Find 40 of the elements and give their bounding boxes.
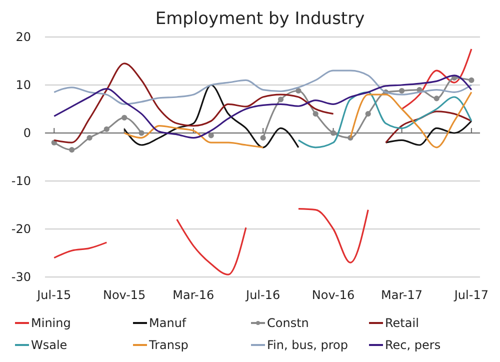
x-tick-label: Nov-15 xyxy=(103,288,146,302)
point xyxy=(330,130,336,136)
x-tick-label: Mar-16 xyxy=(172,288,214,302)
line-series xyxy=(53,74,472,139)
x-tick-label: Mar-17 xyxy=(381,288,423,302)
point xyxy=(86,135,92,141)
point xyxy=(260,135,266,141)
point xyxy=(104,126,110,132)
point xyxy=(69,147,75,153)
x-tick-label: Jul-16 xyxy=(245,288,280,302)
chart-title: Employment by Industry xyxy=(155,9,365,29)
y-tick-label: 0 xyxy=(23,126,31,140)
point xyxy=(208,132,214,138)
point xyxy=(398,88,405,94)
point xyxy=(138,130,144,136)
line-series xyxy=(298,91,472,148)
x-tick-label: Jul-15 xyxy=(36,288,72,302)
y-tick-label: 20 xyxy=(16,30,31,44)
y-tick-label: -20 xyxy=(11,222,31,236)
legend-label: Constn xyxy=(267,316,309,330)
point xyxy=(365,111,371,117)
point xyxy=(278,96,284,102)
y-tick-label: 10 xyxy=(16,78,31,92)
legend-label: Transp xyxy=(148,338,188,352)
legend-label: Retail xyxy=(385,316,419,330)
x-tick-label: Jul-17 xyxy=(453,288,488,302)
legend-label: Manuf xyxy=(149,316,187,330)
y-tick-label: -10 xyxy=(11,174,31,188)
point xyxy=(468,77,474,83)
line-series xyxy=(53,70,472,105)
y-tick-label: -30 xyxy=(11,270,31,284)
legend-label: Fin, bus, prop xyxy=(267,338,348,352)
legend-label: Mining xyxy=(31,316,71,330)
point xyxy=(296,88,302,94)
point xyxy=(122,114,128,120)
legend-label: Rec, pers xyxy=(385,338,441,352)
x-tick-label: Nov-16 xyxy=(312,288,355,302)
point xyxy=(312,111,318,117)
legend-label: Wsale xyxy=(31,338,68,352)
point xyxy=(434,96,440,102)
